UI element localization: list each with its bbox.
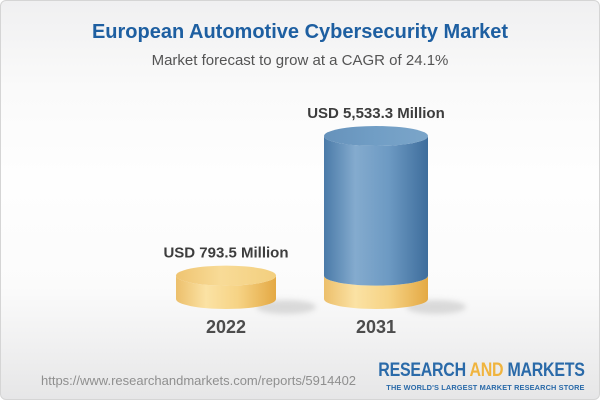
- category-label: 2031: [356, 317, 396, 337]
- logo-wordmark: RESEARCH AND MARKETS: [378, 360, 586, 382]
- logo-word-markets: MARKETS: [507, 360, 585, 382]
- logo-tagline: THE WORLD'S LARGEST MARKET RESEARCH STOR…: [386, 383, 585, 392]
- research-and-markets-logo: RESEARCH AND MARKETS THE WORLD'S LARGEST…: [339, 360, 586, 392]
- cylinder-shadow: [256, 300, 316, 314]
- value-label: USD 5,533.3 Million: [307, 105, 445, 122]
- chart-title: European Automotive Cybersecurity Market: [91, 21, 509, 43]
- value-label: USD 793.5 Million: [163, 245, 288, 262]
- category-label: 2022: [206, 317, 246, 337]
- cylinder-segment: [324, 136, 428, 286]
- cylinder-cap: [176, 265, 276, 286]
- cylinder-cap: [324, 126, 428, 146]
- chart-subtitle: Market forecast to grow at a CAGR of 24.…: [151, 52, 449, 69]
- logo-word-research: RESEARCH: [378, 360, 467, 382]
- cylinder-segment: [176, 275, 276, 309]
- report-url: https://www.researchandmarkets.com/repor…: [41, 373, 357, 388]
- logo-word-and: AND: [469, 360, 504, 382]
- cylinder-segment: [324, 275, 428, 309]
